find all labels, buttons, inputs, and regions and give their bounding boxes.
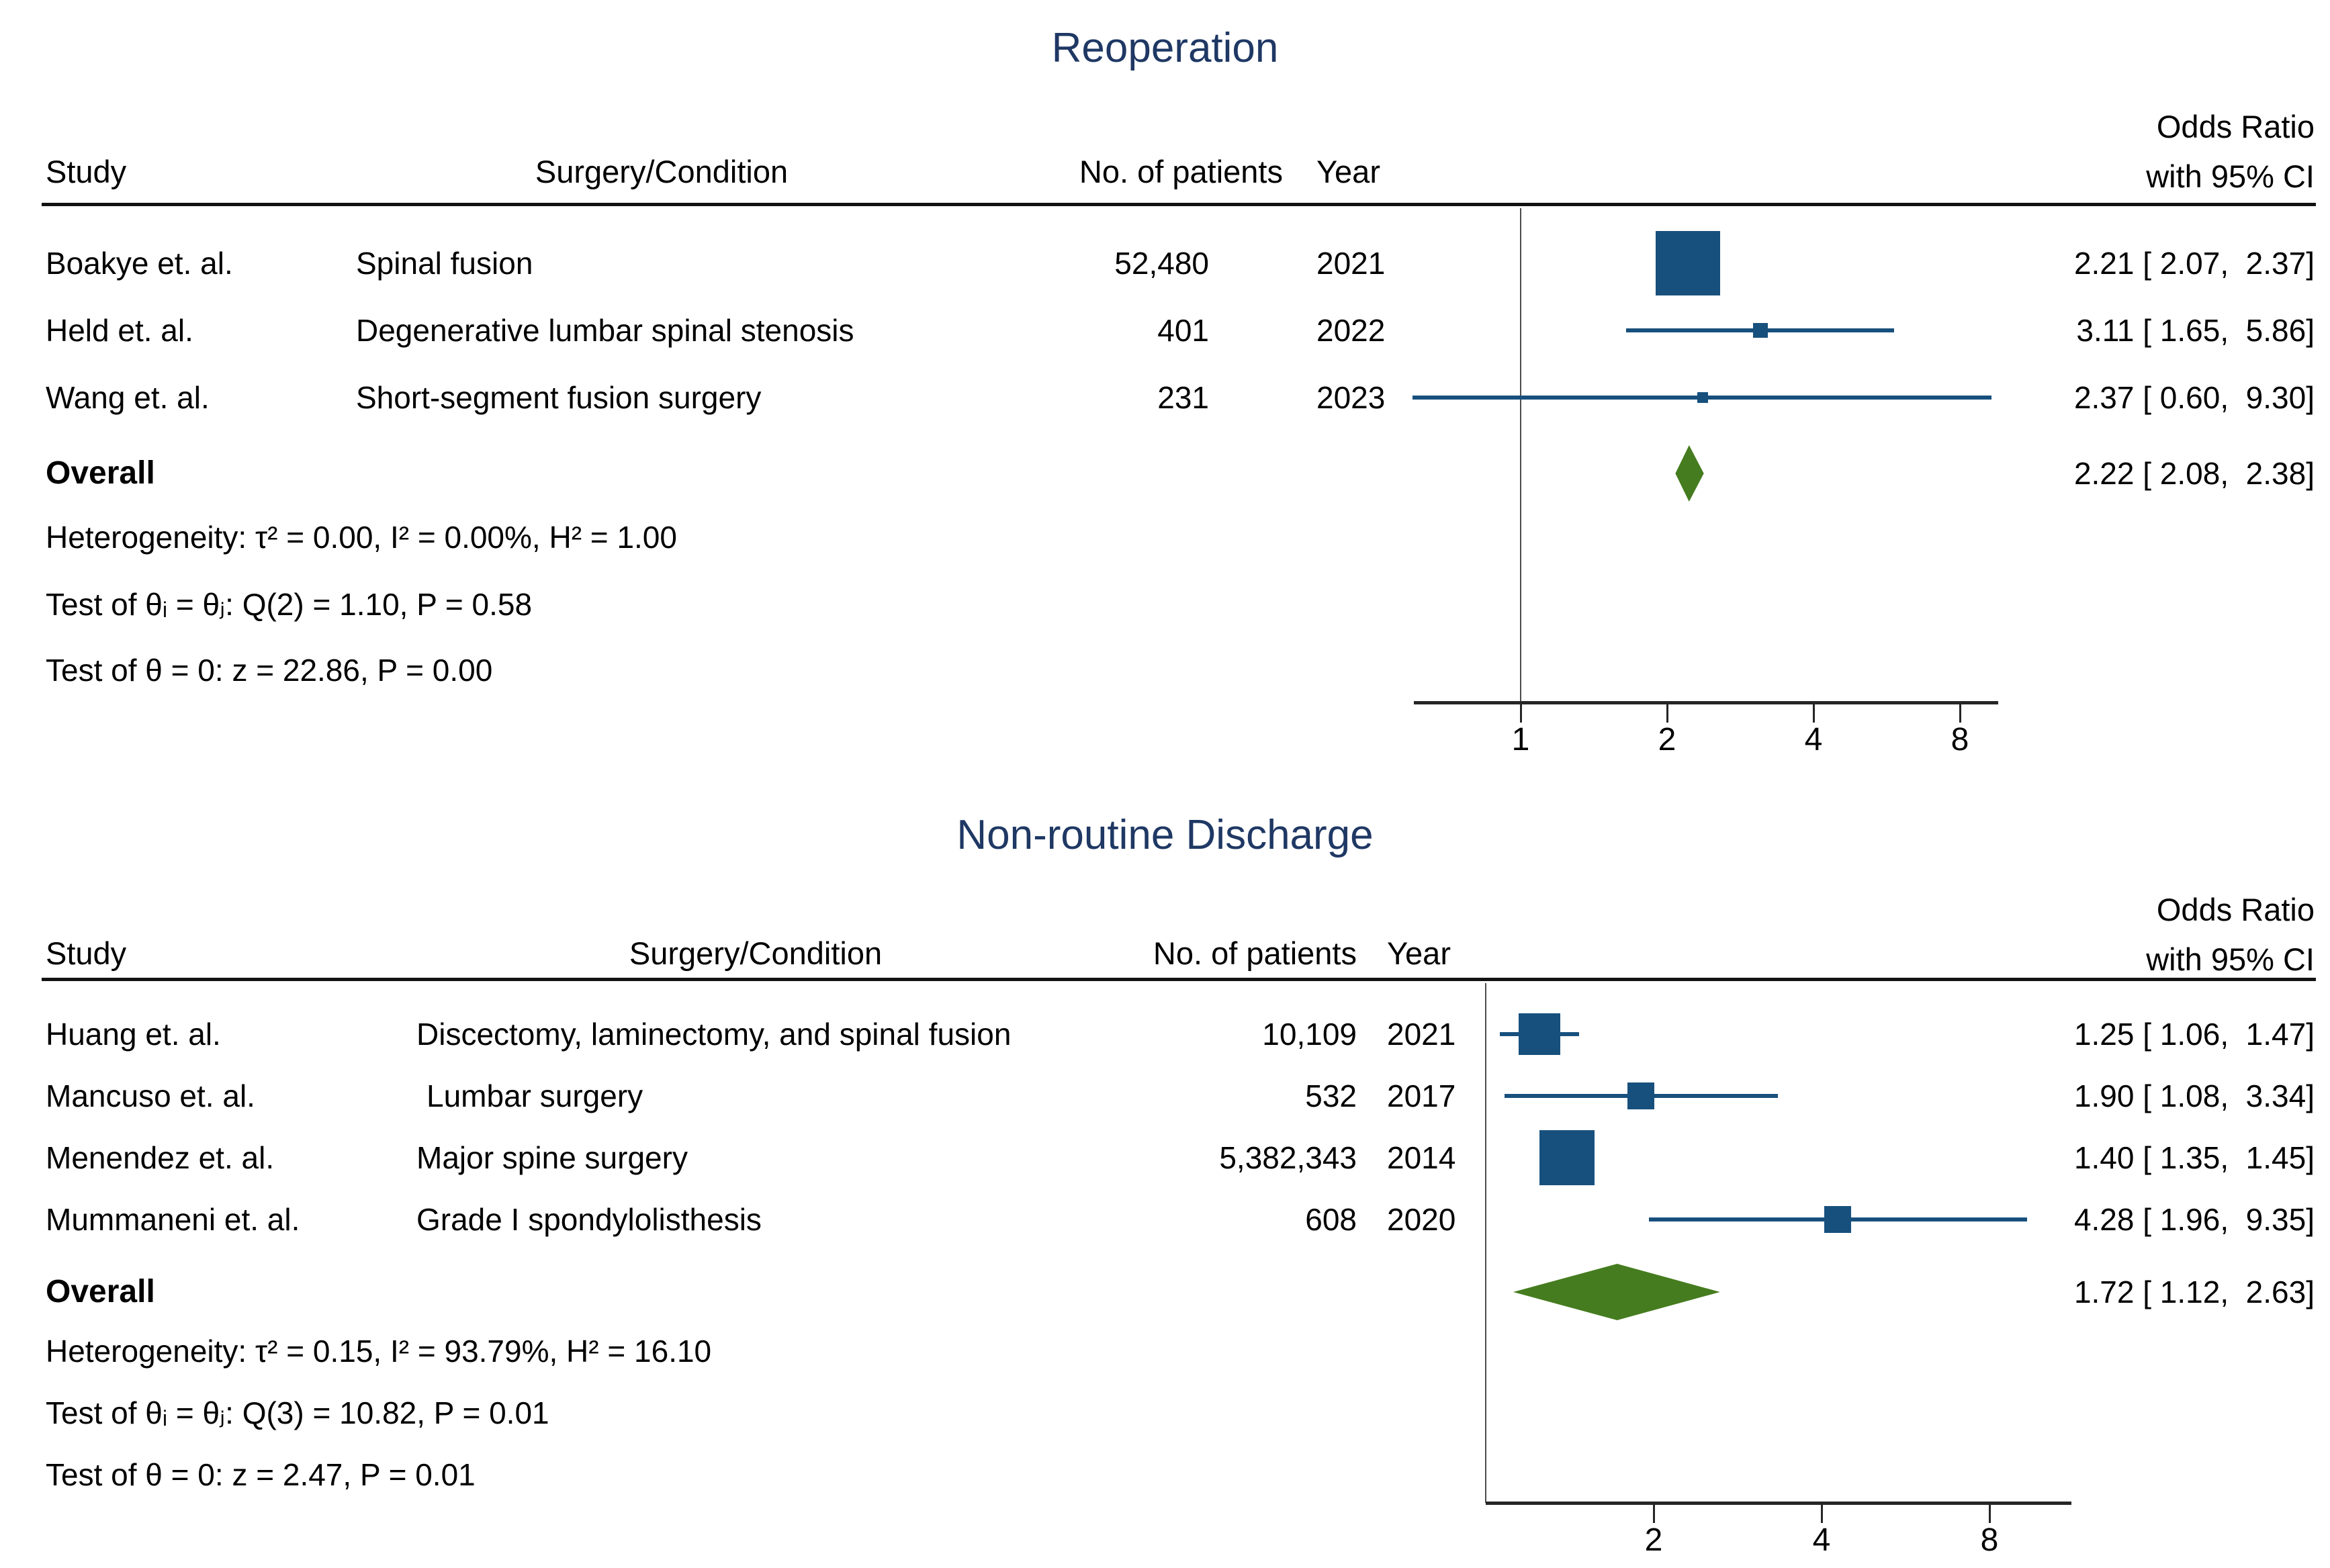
heterogeneity-stats: Heterogeneity: τ² = 0.15, I² = 93.79%, H… [46, 1334, 712, 1369]
study-year: 2023 [1316, 380, 1386, 415]
effect-size-square [1627, 1082, 1655, 1109]
test-homogeneity-stats: Test of θᵢ = θⱼ: Q(2) = 1.10, P = 0.58 [46, 587, 533, 622]
header-rule [42, 203, 2316, 206]
study-condition: Major spine surgery [416, 1140, 688, 1175]
overall-diamond [1513, 1264, 1720, 1320]
study-year: 2017 [1387, 1078, 1456, 1113]
overall-ci-label: 2.22 [ 2.08, 2.38] [2073, 456, 2315, 491]
column-header-condition: Surgery/Condition [629, 935, 883, 971]
study-patients: 52,480 [1114, 246, 1209, 281]
study-patients: 231 [1157, 380, 1209, 415]
effect-header-line2: with 95% CI [2146, 941, 2315, 977]
study-patients: 608 [1305, 1202, 1357, 1237]
axis-tick-label: 2 [1644, 1522, 1663, 1558]
effect-size-square [1752, 323, 1768, 338]
effect-column-header: Odds Ratio with 95% CI [1988, 885, 2315, 984]
axis-tick-mark [1988, 1504, 1991, 1523]
effect-size-square [1824, 1206, 1852, 1233]
study-patients: 532 [1305, 1078, 1357, 1113]
effect-column-header: Odds Ratio with 95% CI [1988, 102, 2315, 201]
effect-header-line1: Odds Ratio [2156, 892, 2315, 927]
study-year: 2020 [1387, 1202, 1456, 1237]
axis-tick-mark [1959, 704, 1961, 723]
study-ci-label: 4.28 [ 1.96, 9.35] [2073, 1202, 2315, 1237]
effect-size-square [1539, 1130, 1595, 1185]
page-title: Non-routine Discharge [956, 812, 1374, 858]
effect-size-square [1697, 392, 1709, 403]
test-overall-stats: Test of θ = 0: z = 22.86, P = 0.00 [46, 653, 493, 688]
study-year: 2021 [1387, 1017, 1456, 1052]
study-patients: 10,109 [1262, 1017, 1357, 1052]
study-year: 2014 [1387, 1140, 1456, 1175]
test-overall-stats: Test of θ = 0: z = 2.47, P = 0.01 [46, 1457, 476, 1492]
study-condition: Degenerative lumbar spinal stenosis [356, 313, 854, 348]
study-ci-label: 2.21 [ 2.07, 2.37] [2073, 246, 2315, 281]
column-header-study: Study [46, 935, 127, 971]
study-condition: Short-segment fusion surgery [356, 380, 762, 415]
overall-label: Overall [46, 1274, 155, 1309]
effect-header-line1: Odds Ratio [2156, 109, 2315, 144]
column-header-year: Year [1316, 154, 1380, 189]
column-header-condition: Surgery/Condition [535, 154, 789, 189]
axis-tick-mark [1666, 704, 1668, 723]
study-ci-label: 2.37 [ 0.60, 9.30] [2073, 380, 2315, 415]
header-rule [42, 978, 2316, 981]
study-year: 2021 [1316, 246, 1386, 281]
axis-tick-label: 8 [1951, 722, 1969, 757]
axis-tick-label: 4 [1812, 1522, 1831, 1558]
column-header-patients: No. of patients [1079, 154, 1283, 189]
overall-label: Overall [46, 455, 155, 491]
study-condition: Grade I spondylolisthesis [416, 1202, 762, 1237]
study-year: 2022 [1316, 313, 1386, 348]
study-name: Mancuso et. al. [46, 1078, 255, 1113]
axis-tick-mark [1812, 704, 1815, 723]
study-name: Huang et. al. [46, 1017, 221, 1052]
study-name: Boakye et. al. [46, 246, 233, 281]
axis-tick-label: 2 [1658, 722, 1676, 757]
axis-tick-label: 1 [1511, 722, 1530, 757]
study-name: Mummaneni et. al. [46, 1202, 300, 1237]
x-axis-line [1414, 701, 1998, 704]
heterogeneity-stats: Heterogeneity: τ² = 0.00, I² = 0.00%, H²… [46, 520, 677, 555]
column-header-year: Year [1387, 935, 1451, 971]
x-axis-line [1486, 1502, 2071, 1505]
study-ci-label: 1.90 [ 1.08, 3.34] [2073, 1078, 2315, 1113]
study-condition: Lumbar surgery [427, 1078, 643, 1113]
study-name: Menendez et. al. [46, 1140, 275, 1175]
effect-header-line2: with 95% CI [2146, 158, 2315, 194]
test-homogeneity-stats: Test of θᵢ = θⱼ: Q(3) = 10.82, P = 0.01 [46, 1395, 549, 1430]
study-patients: 401 [1157, 313, 1209, 348]
study-name: Held et. al. [46, 313, 193, 348]
null-effect-line [1485, 983, 1486, 1503]
effect-size-square [1519, 1013, 1561, 1055]
axis-tick-label: 8 [1980, 1522, 1999, 1558]
page-title: Reoperation [1051, 25, 1279, 71]
study-name: Wang et. al. [46, 380, 210, 415]
study-ci-label: 1.40 [ 1.35, 1.45] [2073, 1140, 2315, 1175]
column-header-patients: No. of patients [1153, 935, 1357, 971]
effect-size-square [1656, 231, 1721, 295]
axis-tick-label: 4 [1804, 722, 1823, 757]
study-ci-label: 3.11 [ 1.65, 5.86] [2076, 313, 2315, 348]
axis-tick-mark [1652, 1504, 1655, 1523]
axis-tick-mark [1820, 1504, 1823, 1523]
axis-tick-mark [1519, 704, 1522, 723]
null-effect-line [1520, 208, 1521, 702]
overall-ci-label: 1.72 [ 1.12, 2.63] [2073, 1275, 2315, 1309]
study-ci-label: 1.25 [ 1.06, 1.47] [2073, 1017, 2315, 1052]
column-header-study: Study [46, 154, 127, 189]
study-condition: Spinal fusion [356, 246, 533, 281]
study-condition: Discectomy, laminectomy, and spinal fusi… [416, 1017, 1012, 1052]
study-patients: 5,382,343 [1219, 1140, 1357, 1175]
